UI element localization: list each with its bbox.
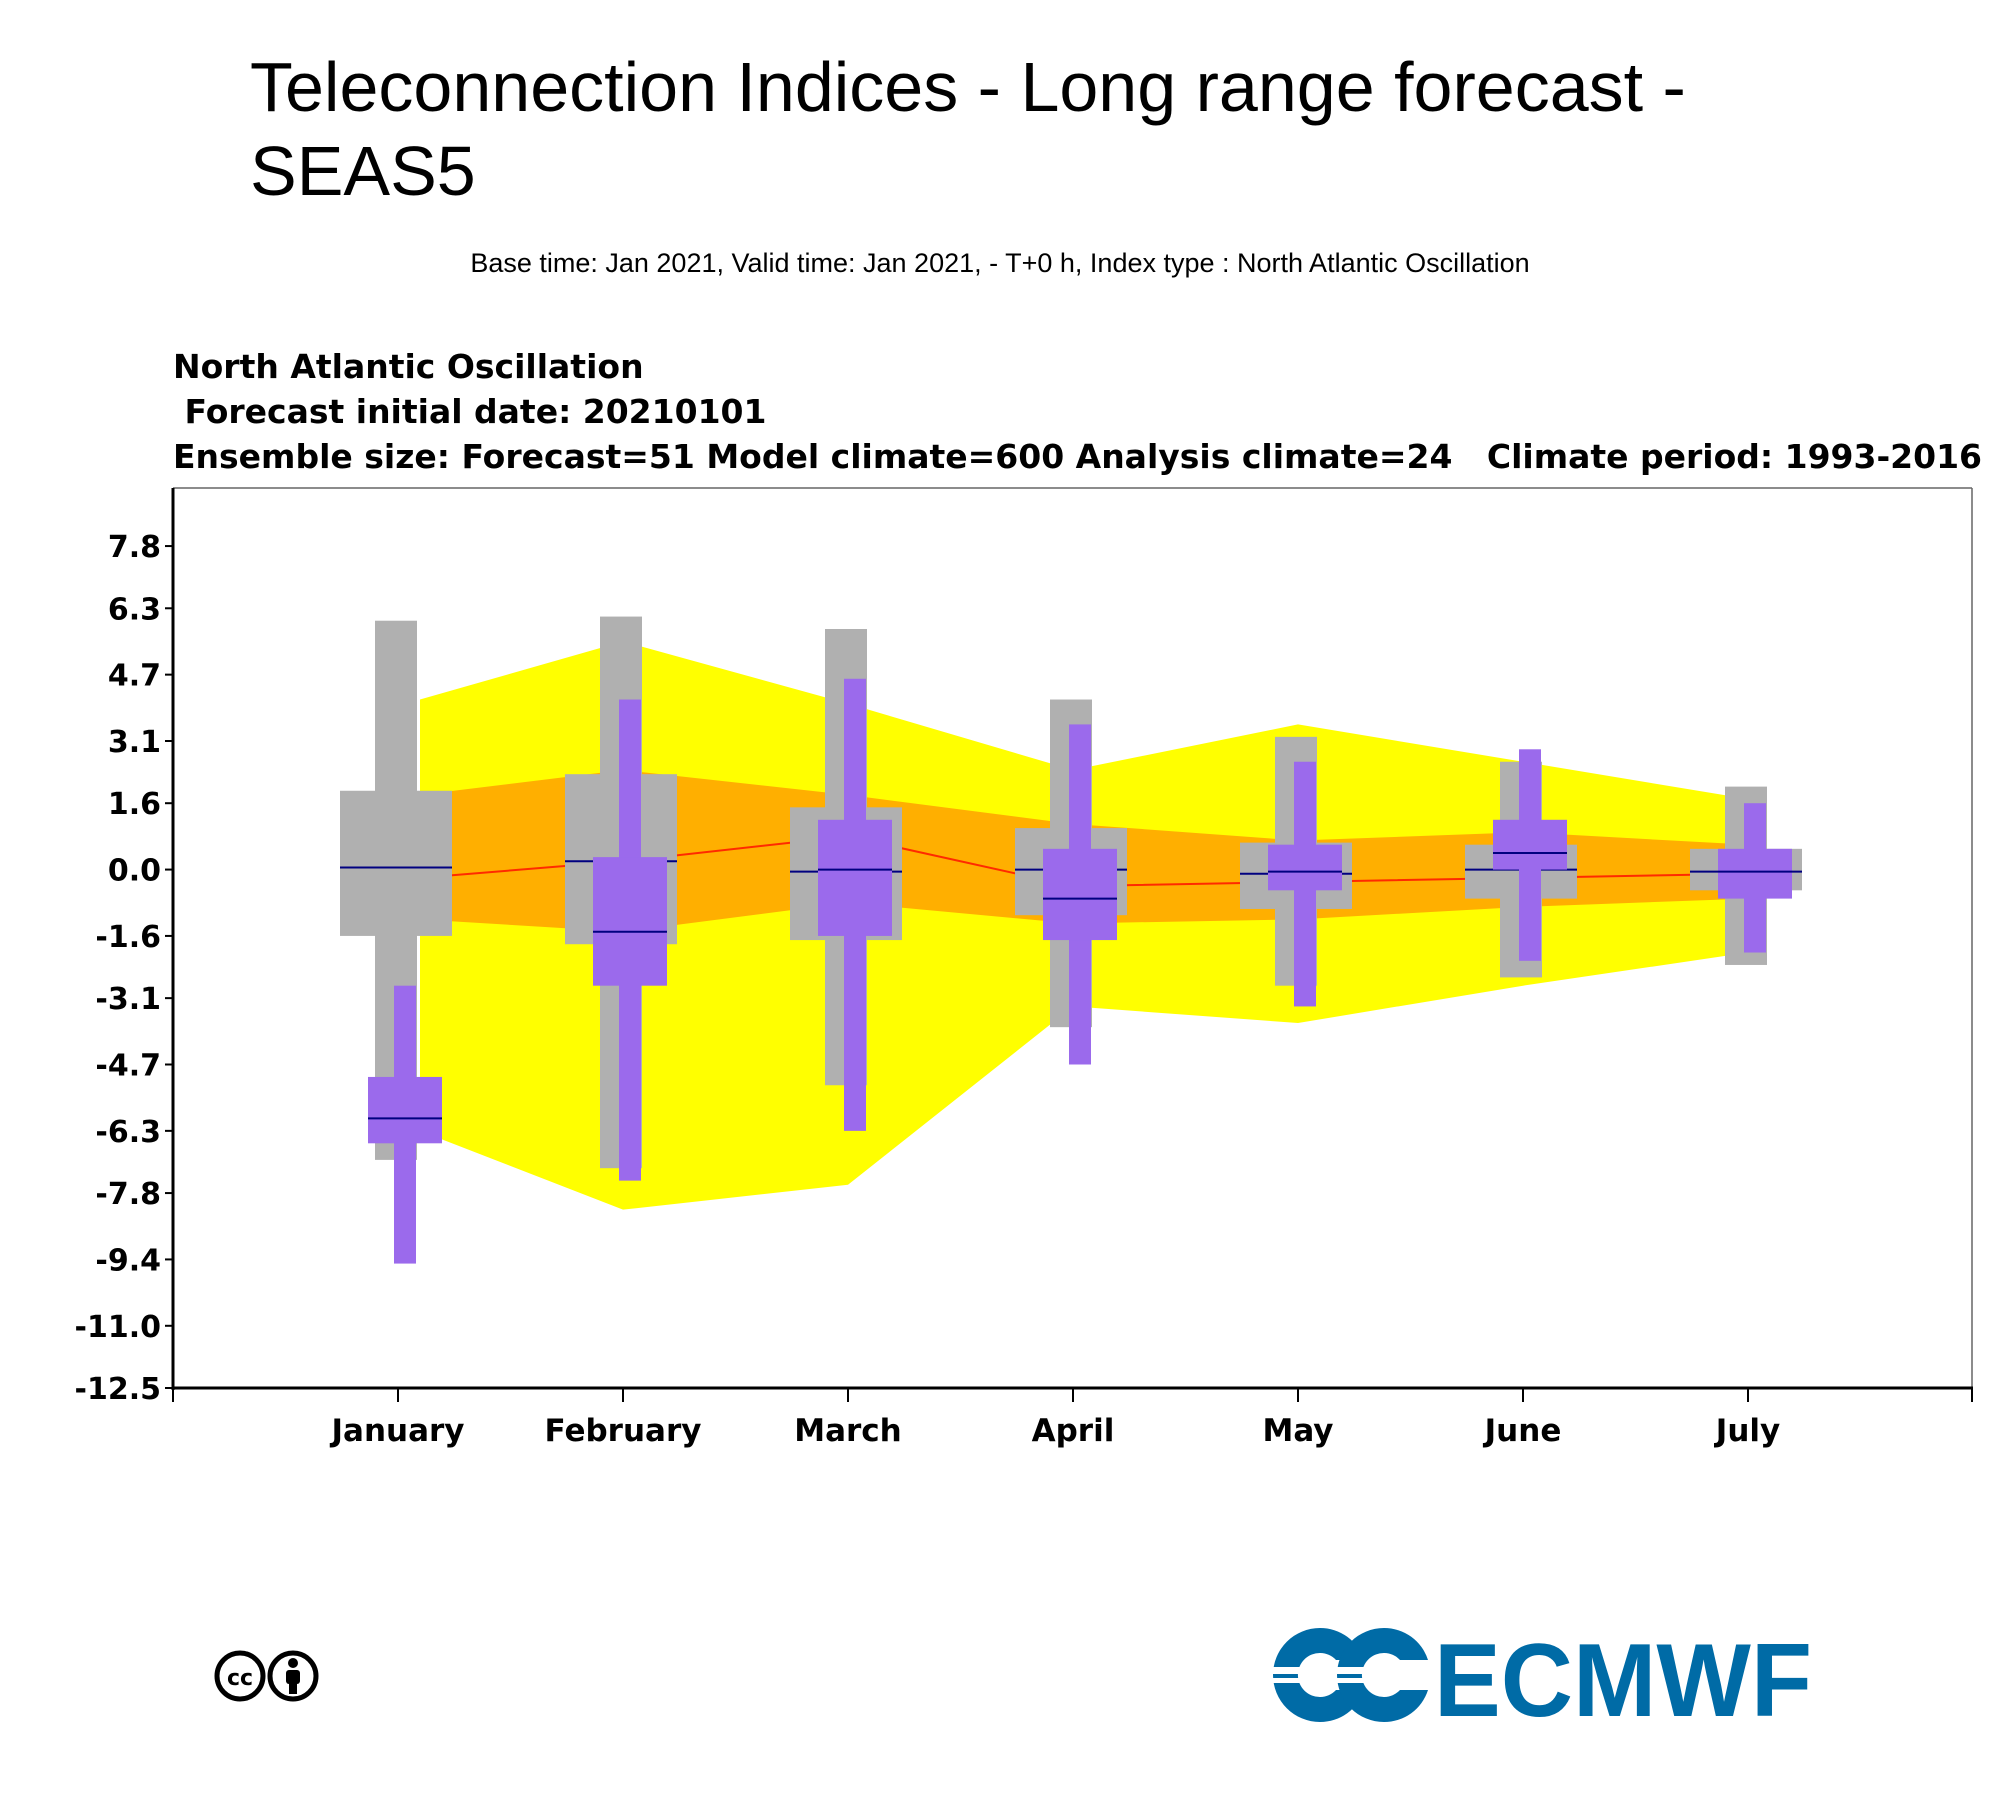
x-tick-label-july: July <box>1714 1413 1780 1449</box>
forecast-box-april <box>1043 848 1117 941</box>
x-tick-label-january: January <box>329 1413 464 1449</box>
y-tick-label: 7.8 <box>108 530 161 565</box>
ecmwf-logo-text: ECMWF <box>1434 1623 1812 1730</box>
y-tick-label: 3.1 <box>108 725 161 760</box>
y-tick-label: -3.1 <box>95 982 161 1017</box>
ecmwf-logo: ECMWF <box>1270 1623 1812 1730</box>
y-tick-label: 1.6 <box>108 787 161 822</box>
y-axis-ticks: 7.8 6.3 4.7 3.1 1.6 0.0 -1.6 -3.1 -4.7 -6.3 -7.8 -9… <box>75 530 173 1407</box>
attribution-body-icon <box>286 1670 300 1684</box>
y-tick-label: 6.3 <box>108 592 161 627</box>
attribution-legs-icon <box>289 1682 297 1694</box>
page-title: Teleconnection Indices - Long range fore… <box>250 48 1686 210</box>
x-tick-label-may: May <box>1262 1413 1333 1449</box>
forecast-box-february <box>593 857 667 986</box>
x-tick-label-april: April <box>1032 1413 1115 1449</box>
y-tick-label: -4.7 <box>95 1048 161 1083</box>
model-climate-box-january <box>340 790 452 936</box>
forecast-box-january <box>368 1076 442 1144</box>
chart-title-line-1: North Atlantic Oscillation <box>173 347 644 386</box>
forecast-box-march <box>818 819 892 936</box>
page-subtitle: Base time: Jan 2021, Valid time: Jan 202… <box>470 248 1530 278</box>
forecast-box-july <box>1718 848 1792 899</box>
x-axis-ticks: January February March April May June July <box>172 1388 1973 1449</box>
y-tick-label: -1.6 <box>95 920 161 955</box>
y-tick-label: 0.0 <box>108 854 161 889</box>
x-tick-label-june: June <box>1483 1413 1562 1449</box>
forecast-box-june <box>1493 819 1567 870</box>
chart-title-line-2: Forecast initial date: 20210101 <box>173 392 766 431</box>
forecast-boxes <box>368 678 1792 1264</box>
y-tick-label: -9.4 <box>95 1243 161 1278</box>
chart-title-line-3: Ensemble size: Forecast=51 Model climate… <box>173 437 1982 476</box>
attribution-head-icon <box>288 1658 298 1668</box>
ecmwf-emblem-icon <box>1270 1627 1428 1723</box>
x-tick-label-february: February <box>545 1413 702 1449</box>
forecast-box-may <box>1268 844 1342 891</box>
y-tick-label: -11.0 <box>75 1310 161 1345</box>
y-tick-label: 4.7 <box>108 659 161 694</box>
y-tick-label: -6.3 <box>95 1115 161 1150</box>
cc-label: cc <box>227 1666 253 1691</box>
cc-circle <box>214 1650 266 1702</box>
x-tick-label-march: March <box>794 1413 902 1449</box>
y-tick-label: -7.8 <box>95 1177 161 1212</box>
y-tick-label: -12.5 <box>75 1372 161 1407</box>
creative-commons-icon: cc <box>214 1650 319 1702</box>
chart-title-block: North Atlantic Oscillation Forecast init… <box>173 347 1982 476</box>
